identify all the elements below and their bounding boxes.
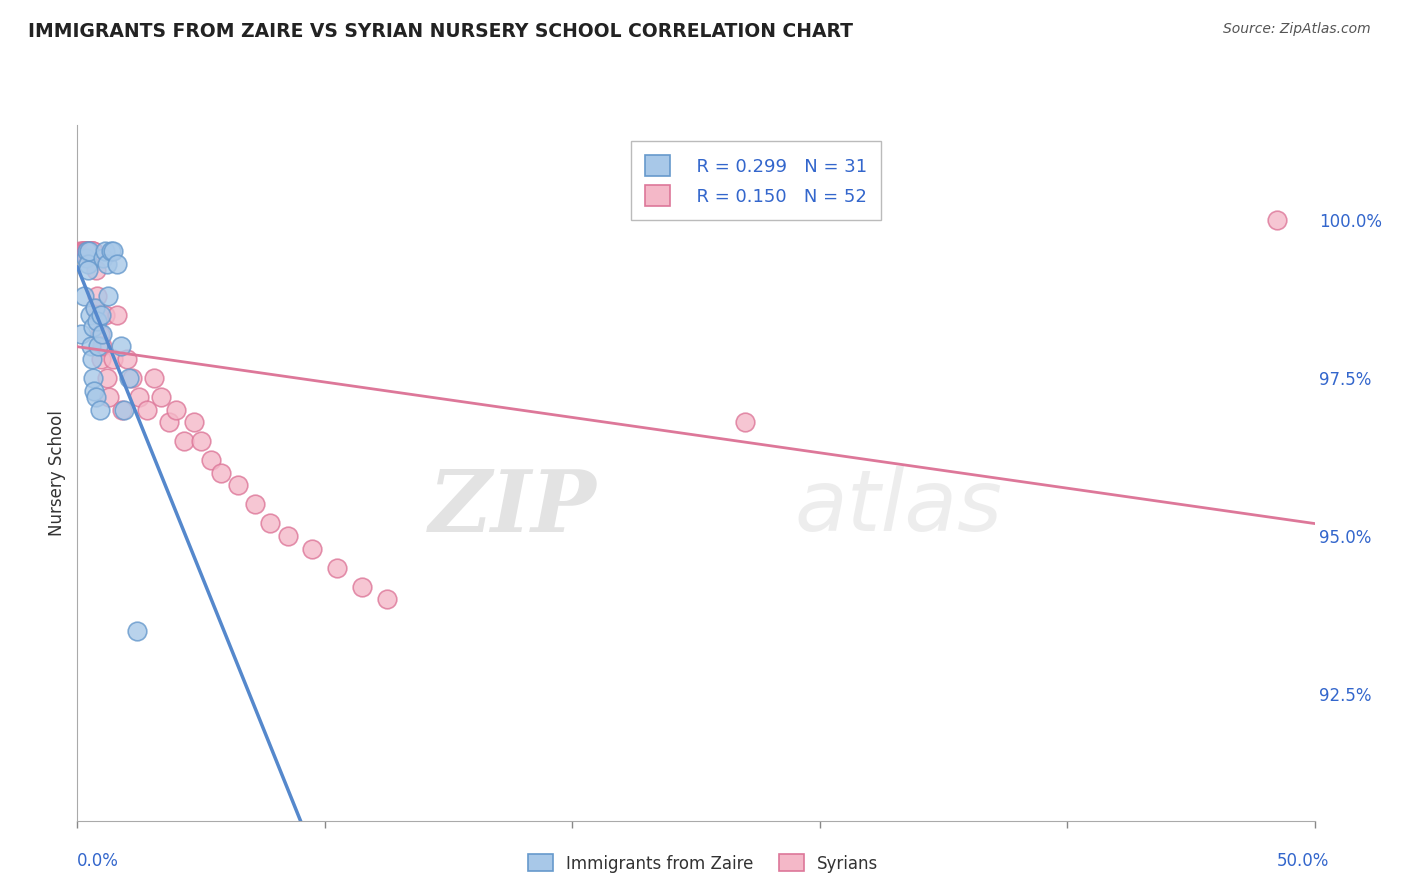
Point bbox=[110, 339, 132, 353]
Point bbox=[173, 434, 195, 449]
Point bbox=[70, 326, 93, 341]
Point bbox=[96, 371, 118, 385]
Point bbox=[75, 251, 97, 265]
Point bbox=[121, 371, 143, 385]
Point bbox=[165, 402, 187, 417]
Text: 50.0%: 50.0% bbox=[1277, 852, 1329, 870]
Point bbox=[97, 288, 120, 302]
Point bbox=[128, 390, 150, 404]
Point bbox=[209, 466, 232, 480]
Point bbox=[90, 351, 112, 366]
Point bbox=[77, 244, 100, 259]
Point bbox=[125, 624, 148, 638]
Point bbox=[76, 257, 98, 271]
Point bbox=[1267, 212, 1289, 227]
Point bbox=[91, 339, 114, 353]
Text: atlas: atlas bbox=[794, 466, 1002, 549]
Point bbox=[84, 301, 107, 316]
Point bbox=[143, 371, 166, 385]
Point bbox=[112, 402, 135, 417]
Point bbox=[70, 244, 93, 259]
Y-axis label: Nursery School: Nursery School bbox=[48, 409, 66, 536]
Text: IMMIGRANTS FROM ZAIRE VS SYRIAN NURSERY SCHOOL CORRELATION CHART: IMMIGRANTS FROM ZAIRE VS SYRIAN NURSERY … bbox=[28, 22, 853, 41]
Point bbox=[118, 371, 141, 385]
Point bbox=[115, 351, 138, 366]
Point bbox=[79, 244, 101, 259]
Point bbox=[83, 384, 105, 398]
Point bbox=[91, 326, 114, 341]
Point bbox=[111, 402, 134, 417]
Point bbox=[82, 371, 104, 385]
Point bbox=[75, 244, 97, 259]
Point bbox=[80, 244, 103, 259]
Point bbox=[72, 288, 94, 302]
Point bbox=[89, 326, 111, 341]
Point bbox=[80, 351, 103, 366]
Point bbox=[190, 434, 212, 449]
Point bbox=[277, 529, 299, 543]
Point bbox=[105, 257, 128, 271]
Point bbox=[98, 390, 121, 404]
Point bbox=[100, 244, 122, 259]
Point bbox=[135, 402, 157, 417]
Point bbox=[734, 415, 756, 429]
Point bbox=[77, 244, 100, 259]
Legend:   R = 0.299   N = 31,   R = 0.150   N = 52: R = 0.299 N = 31, R = 0.150 N = 52 bbox=[631, 141, 882, 220]
Point bbox=[103, 351, 125, 366]
Point bbox=[89, 402, 111, 417]
Point bbox=[75, 244, 97, 259]
Point bbox=[259, 516, 281, 531]
Legend: Immigrants from Zaire, Syrians: Immigrants from Zaire, Syrians bbox=[522, 847, 884, 880]
Point bbox=[103, 244, 125, 259]
Text: Source: ZipAtlas.com: Source: ZipAtlas.com bbox=[1223, 22, 1371, 37]
Point bbox=[87, 339, 110, 353]
Point bbox=[350, 580, 373, 594]
Point bbox=[87, 308, 110, 322]
Text: 0.0%: 0.0% bbox=[77, 852, 120, 870]
Point bbox=[245, 497, 267, 511]
Point bbox=[77, 263, 100, 277]
Point bbox=[226, 478, 249, 492]
Point bbox=[150, 390, 173, 404]
Point bbox=[73, 244, 96, 259]
Point bbox=[301, 541, 323, 556]
Point bbox=[72, 244, 94, 259]
Point bbox=[79, 308, 101, 322]
Text: ZIP: ZIP bbox=[429, 466, 598, 549]
Point bbox=[90, 308, 112, 322]
Point bbox=[72, 244, 94, 259]
Point bbox=[76, 244, 98, 259]
Point bbox=[86, 288, 108, 302]
Point bbox=[326, 560, 349, 574]
Point bbox=[76, 244, 98, 259]
Point bbox=[82, 244, 104, 259]
Point bbox=[77, 244, 100, 259]
Point bbox=[86, 314, 108, 328]
Point bbox=[105, 308, 128, 322]
Point bbox=[82, 244, 104, 259]
Point bbox=[157, 415, 180, 429]
Point bbox=[93, 244, 115, 259]
Point bbox=[69, 244, 91, 259]
Point bbox=[83, 301, 105, 316]
Point bbox=[84, 390, 107, 404]
Point bbox=[80, 244, 103, 259]
Point bbox=[183, 415, 205, 429]
Point bbox=[375, 592, 398, 607]
Point bbox=[93, 308, 115, 322]
Point bbox=[96, 257, 118, 271]
Point bbox=[91, 251, 114, 265]
Point bbox=[80, 339, 103, 353]
Point bbox=[84, 263, 107, 277]
Point bbox=[76, 244, 98, 259]
Point bbox=[200, 453, 222, 467]
Point bbox=[82, 320, 104, 334]
